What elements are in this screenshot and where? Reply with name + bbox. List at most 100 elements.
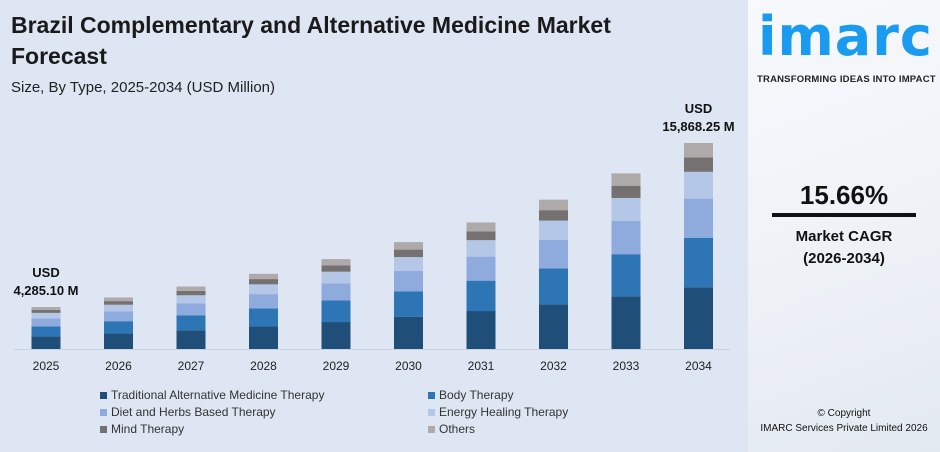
chart-subtitle: Size, By Type, 2025-2034 (USD Million) — [11, 79, 276, 96]
data-label: USD — [685, 101, 712, 116]
chart-panel: Brazil Complementary and Alternative Med… — [11, 12, 735, 436]
bar-segment — [466, 240, 496, 257]
bar-segment — [466, 280, 496, 312]
x-tick-label: 2026 — [105, 359, 132, 373]
bar-segment — [104, 297, 133, 302]
bar-segment — [249, 273, 278, 280]
bar-segment — [31, 336, 61, 349]
bar-segment — [104, 333, 133, 349]
legend-swatch — [100, 425, 107, 433]
stacked-bar-chart: 2025 2026 2027 2028 2029 2030 2031 2032 2033 2034… — [13, 101, 734, 373]
chart-title: Brazil Complementary and Alternative Med… — [11, 12, 611, 69]
bar-segment — [611, 254, 641, 297]
bar-segment — [466, 256, 496, 281]
bar-segment — [321, 300, 351, 323]
bar-segment — [684, 198, 713, 238]
copyright-company: IMARC Services Private Limited 2026 — [760, 423, 928, 434]
x-tick-label: 2030 — [395, 359, 422, 373]
brand-tagline: TRANSFORMING IDEAS INTO IMPACT — [757, 74, 936, 85]
bar-segment — [394, 257, 423, 271]
data-label: 15,868.25 M — [662, 119, 734, 134]
legend-item: Traditional Alternative Medicine Therapy — [100, 388, 324, 402]
data-label: 4,285.10 M — [13, 283, 78, 298]
bar-segment — [249, 294, 278, 309]
bar-segment — [611, 173, 641, 186]
bar-segment — [466, 231, 496, 241]
brand-panel: imarc TRANSFORMING IDEAS INTO IMPACT 15.… — [748, 0, 940, 452]
legend-label: Others — [439, 422, 476, 436]
legend-swatch — [428, 408, 435, 416]
bar-segment — [31, 309, 61, 313]
x-tick-label: 2031 — [468, 359, 495, 373]
bar-segment — [539, 210, 568, 221]
bar-segment — [176, 303, 206, 316]
legend-item: Energy Healing Therapy — [428, 405, 568, 419]
bar-segment — [611, 220, 641, 255]
legend-label: Traditional Alternative Medicine Therapy — [111, 388, 325, 402]
bar-segment — [104, 311, 133, 322]
cagr-value: 15.66% — [799, 180, 889, 210]
imarc-logo: imarc — [758, 5, 933, 68]
bar-segment — [176, 295, 206, 304]
legend-label: Body Therapy — [439, 388, 514, 402]
bar-segment — [321, 283, 351, 301]
bar-segment — [539, 220, 568, 241]
bar-segment — [394, 270, 423, 292]
x-tick-label: 2033 — [613, 359, 640, 373]
x-tick-label: 2029 — [323, 359, 350, 373]
legend-label: Diet and Herbs Based Therapy — [111, 405, 276, 419]
legend-item: Others — [428, 422, 475, 436]
bar-segment — [249, 326, 278, 349]
legend-swatch — [428, 391, 435, 399]
bar-segment — [394, 249, 423, 258]
bar-segment — [466, 311, 496, 349]
legend-swatch — [100, 391, 107, 399]
legend-label: Mind Therapy — [111, 422, 185, 436]
bar-segment — [539, 199, 568, 211]
x-tick-label: 2032 — [540, 359, 567, 373]
bar-segment — [321, 271, 351, 284]
cagr-divider — [772, 213, 916, 217]
cagr-period: (2026-2034) — [803, 250, 885, 267]
bar-segment — [31, 307, 61, 310]
bar-segment — [104, 301, 133, 305]
bar-segment — [104, 304, 133, 312]
bar-segment — [176, 315, 206, 331]
data-label: USD — [32, 265, 59, 280]
bar-segment — [394, 316, 423, 349]
legend-item: Body Therapy — [428, 388, 514, 402]
legend-swatch — [428, 425, 435, 433]
legend-item: Diet and Herbs Based Therapy — [100, 405, 276, 419]
bar-segment — [249, 279, 278, 285]
legend-label: Energy Healing Therapy — [439, 405, 569, 419]
bar-segment — [176, 290, 206, 296]
cagr-label: Market CAGR — [795, 228, 893, 245]
bar-segment — [611, 185, 641, 198]
bar-segment — [104, 321, 133, 334]
bar-segment — [611, 197, 641, 221]
x-tick-label: 2027 — [178, 359, 205, 373]
bar-segment — [466, 222, 496, 232]
bar-segment — [539, 304, 568, 349]
bar-segment — [321, 265, 351, 272]
bar-segment — [249, 308, 278, 327]
copyright-line: © Copyright — [817, 408, 871, 419]
bar-segment — [321, 259, 351, 266]
legend-swatch — [100, 408, 107, 416]
legend-item: Mind Therapy — [100, 422, 184, 436]
bar-segment — [684, 157, 713, 172]
bar-segment — [249, 284, 278, 295]
x-tick-label: 2034 — [685, 359, 712, 373]
bar-segment — [539, 240, 568, 269]
bar-segment — [684, 171, 713, 199]
bar-segment — [539, 268, 568, 305]
bar-segment — [394, 291, 423, 317]
bar-segment — [31, 318, 61, 327]
bar-segment — [684, 237, 713, 288]
x-tick-label: 2025 — [33, 359, 60, 373]
bar-segment — [684, 287, 713, 349]
bar-segment — [684, 142, 713, 158]
bar-segment — [31, 312, 61, 319]
bar-segment — [176, 286, 206, 291]
bar-segment — [31, 326, 61, 337]
